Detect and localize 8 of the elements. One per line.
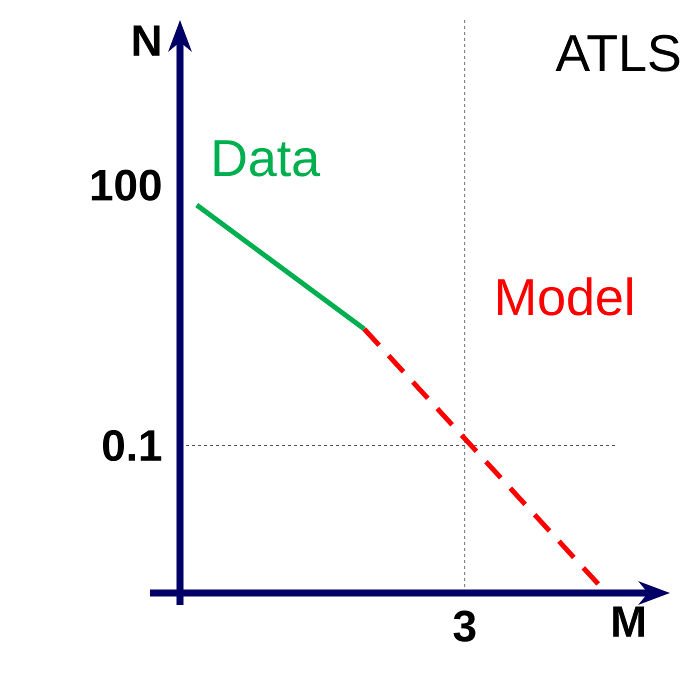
x-axis-title: M — [613, 606, 644, 637]
y-tick-label: 0.1 — [103, 430, 162, 462]
y-axis-title: N — [134, 26, 160, 56]
y-tick-label: 100 — [92, 170, 161, 201]
text: Model — [498, 277, 632, 316]
chart-title: ATLS — [556, 34, 680, 72]
x-tick-label: 3 — [454, 610, 476, 642]
series-label: Data — [214, 140, 320, 177]
